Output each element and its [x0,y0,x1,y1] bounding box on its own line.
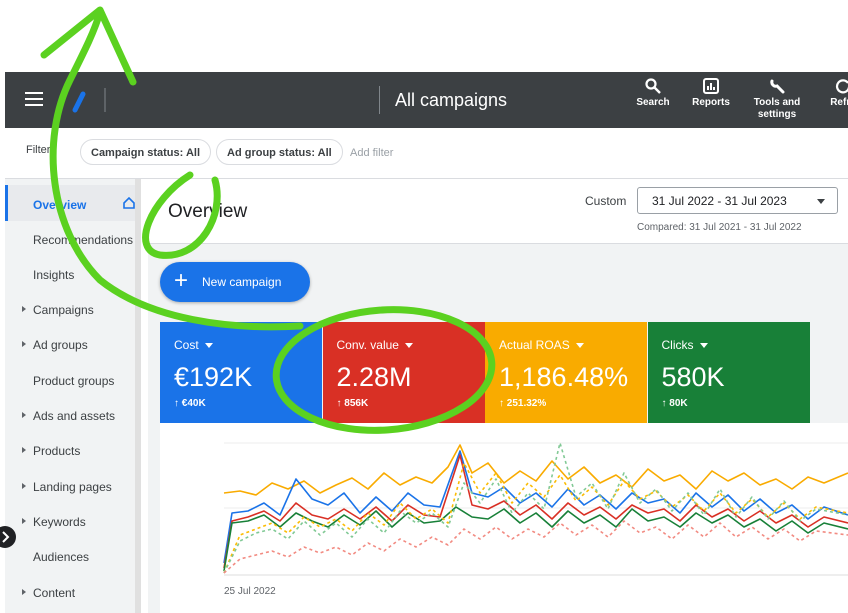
metric-delta: ↑ €40K [174,398,206,409]
action-label: Refre [830,97,848,108]
nav-item[interactable]: Content [22,586,76,600]
metric-name: Cost [174,338,199,352]
filter-chip[interactable]: Campaign status: All [80,139,211,165]
metric-card[interactable]: Conv. value 2.28M ↑ 856K [322,322,485,423]
filter-chip[interactable]: Ad group status: All [216,139,343,165]
nav-item[interactable]: Keywords [22,515,86,529]
nav-label: Products [33,444,81,458]
top-bar: All campaigns Search Reports Tools and s… [5,72,848,128]
metric-name: Actual ROAS [499,338,570,352]
overview-title: Overview [168,201,248,222]
plus-icon: + [174,267,189,294]
metric-dropdown [404,343,413,349]
metric-name-row: Cost [174,338,213,352]
range-type: Custom [585,194,627,208]
filters-label: Filters [26,144,56,156]
collapse-button[interactable] [0,525,18,549]
annotation-arrow [49,8,304,331]
nav-item[interactable]: Insights [33,268,75,282]
nav-label: Keywords [33,515,86,529]
nav-item[interactable]: Ad groups [22,338,88,352]
sidebar: Overview Recommendations Insights Campai… [5,179,141,613]
tools-action[interactable]: Tools and settings [747,78,807,121]
menu-icon[interactable] [25,92,43,106]
metric-value: 580K [661,362,725,392]
filter-bar: Filters Campaign status: All Ad group st… [5,128,848,179]
search-action[interactable]: Search [623,78,683,109]
nav-item[interactable]: Landing pages [22,480,112,494]
nav-label: Campaigns [33,303,94,317]
nav-item[interactable]: Audiences [33,550,90,564]
nav-item[interactable]: Product groups [33,374,115,388]
annotation-loop [142,171,221,259]
nav-item[interactable]: Ads and assets [22,409,116,423]
metric-card[interactable]: Clicks 580K ↑ 80K [647,322,810,423]
metric-card[interactable]: Actual ROAS 1,186.48% ↑ 251.32% [485,322,647,423]
metric-dropdown [699,343,708,349]
metric-name-row: Actual ROAS [499,338,584,352]
add-filter[interactable]: Add filter [350,147,394,159]
compared-range: Compared: 31 Jul 2021 - 31 Jul 2022 [637,222,802,233]
date-dropdown[interactable]: 31 Jul 2022 - 31 Jul 2023 [637,187,838,214]
dropdown-arrow [817,199,825,204]
x-axis-label: 25 Jul 2022 [224,586,276,597]
metric-delta: ↑ 251.32% [499,398,547,409]
action-label: Search [636,97,670,108]
metric-value: 1,186.48% [499,362,629,392]
active-nav-bg [5,185,135,221]
annotation-ellipse [272,306,496,434]
overview-header: Overview Custom 31 Jul 2022 - 31 Jul 202… [148,179,848,244]
annotation-arrowhead [40,6,137,86]
date-range: 31 Jul 2022 - 31 Jul 2023 [652,194,787,208]
action-label: Reports [692,97,730,108]
refresh-action[interactable]: Refre [813,78,848,109]
trend-chart: 25 Jul 2022 [160,423,848,613]
metric-name-row: Clicks [662,338,708,352]
nav-label: Ad groups [33,338,88,352]
nav-item[interactable]: Products [22,444,81,458]
new-campaign-button[interactable]: + New campaign [160,262,310,302]
metric-delta: ↑ 856K [336,398,369,409]
action-label: Tools and settings [753,97,801,120]
metric-delta: ↑ 80K [661,398,688,409]
logo [72,88,106,113]
page-title: All campaigns [395,90,508,110]
metric-value: €192K [174,362,253,392]
metric-name: Conv. value [336,338,399,352]
nav-item[interactable]: Recommendations [33,233,134,247]
divider [379,86,380,114]
metric-name: Clicks [661,338,694,352]
metric-dropdown [575,343,584,349]
nav-label: Content [33,586,76,600]
metric-value: 2.28M [336,362,412,392]
reports-action[interactable]: Reports [681,78,741,109]
metric-name-row: Conv. value [337,338,413,352]
nav-item[interactable]: Campaigns [22,303,94,317]
nav-label: Landing pages [33,480,112,494]
metric-dropdown [204,343,213,349]
home-icon [123,197,135,209]
nav-label: Ads and assets [33,409,116,423]
button-label: New campaign [202,275,282,289]
